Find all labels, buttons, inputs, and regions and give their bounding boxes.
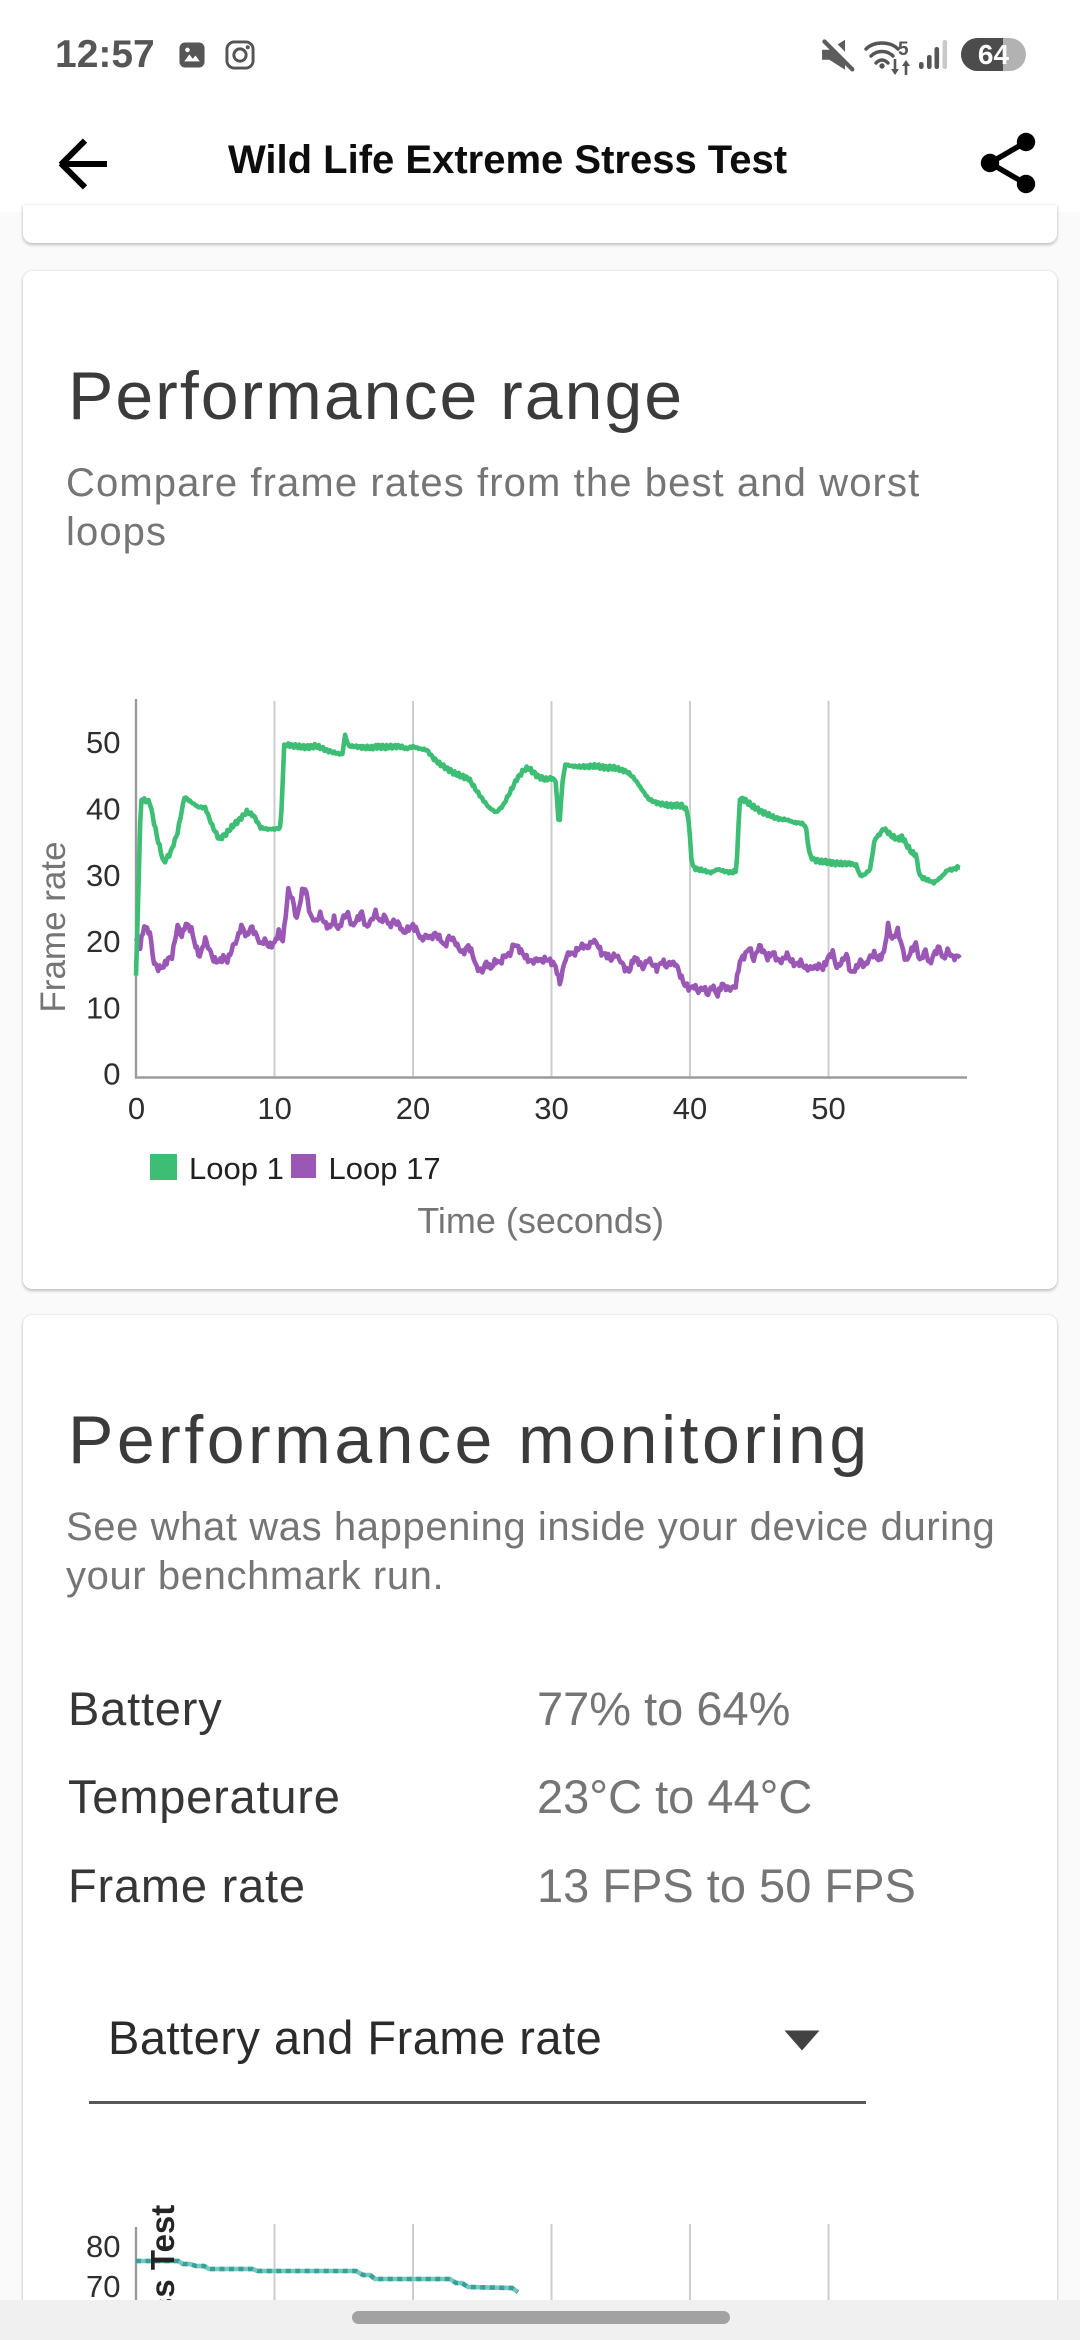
svg-text:0: 0 (103, 1057, 120, 1092)
svg-text:5: 5 (898, 39, 909, 60)
svg-text:Time (seconds): Time (seconds) (417, 1200, 664, 1241)
svg-text:10: 10 (86, 990, 120, 1025)
svg-text:10: 10 (257, 1091, 291, 1126)
svg-text:0: 0 (128, 1091, 145, 1126)
svg-text:20: 20 (86, 924, 120, 959)
svg-text:ss Test: ss Test (144, 2205, 181, 2316)
svg-text:Loop 17: Loop 17 (329, 1151, 441, 1186)
svg-text:20: 20 (396, 1091, 430, 1126)
svg-text:Loop 1: Loop 1 (189, 1151, 284, 1186)
svg-text:Frame rate: Frame rate (34, 841, 73, 1012)
svg-text:30: 30 (86, 858, 120, 893)
svg-text:50: 50 (86, 725, 120, 760)
svg-text:80: 80 (86, 2229, 120, 2264)
svg-text:40: 40 (86, 791, 120, 826)
svg-text:70: 70 (86, 2269, 120, 2304)
svg-text:30: 30 (534, 1091, 568, 1126)
svg-text:40: 40 (673, 1091, 707, 1126)
svg-text:50: 50 (811, 1091, 845, 1126)
